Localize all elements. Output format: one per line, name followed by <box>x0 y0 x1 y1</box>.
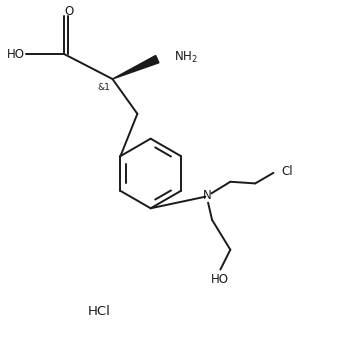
Text: NH$_2$: NH$_2$ <box>174 50 198 65</box>
Polygon shape <box>113 56 159 79</box>
Text: Cl: Cl <box>282 165 293 178</box>
Text: HO: HO <box>6 48 25 61</box>
Text: HCl: HCl <box>88 305 110 317</box>
Text: HO: HO <box>211 273 229 286</box>
Text: N: N <box>203 188 211 202</box>
Text: &1: &1 <box>98 83 110 92</box>
Text: O: O <box>64 5 73 18</box>
